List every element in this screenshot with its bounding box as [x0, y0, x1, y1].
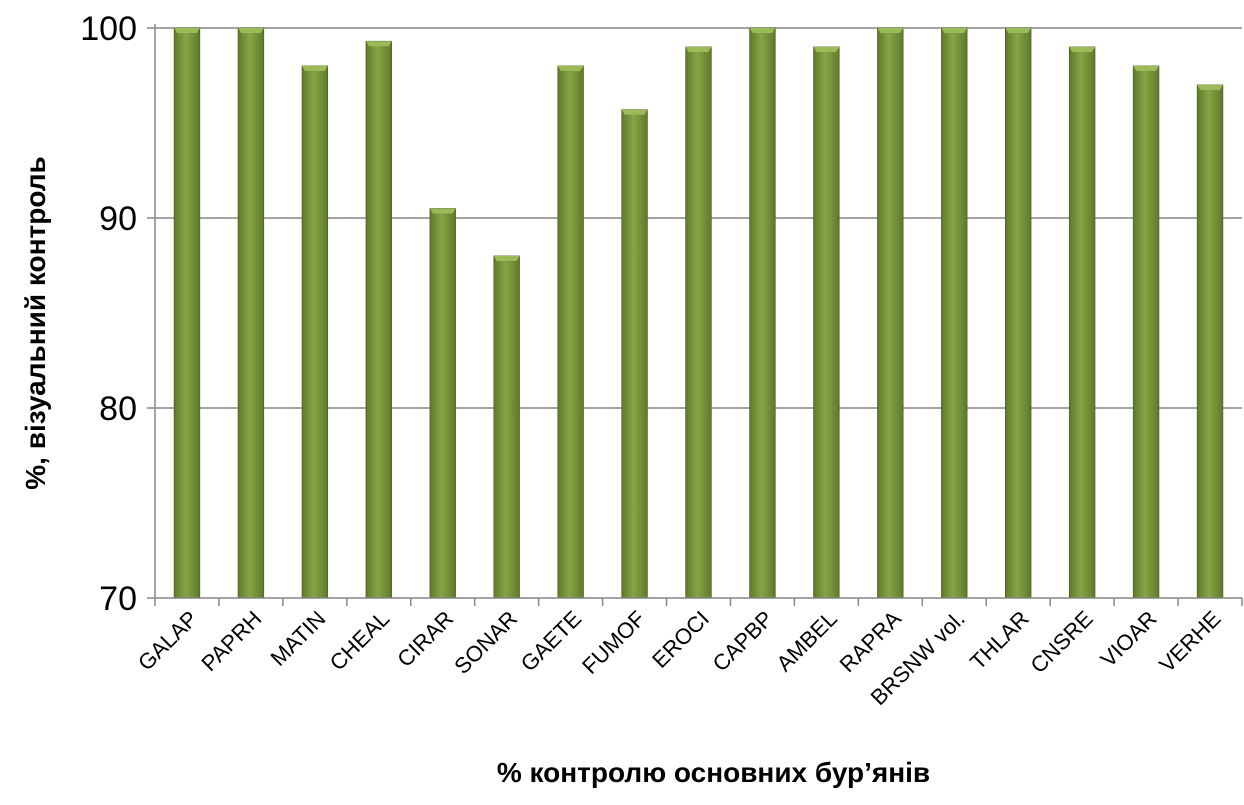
x-tick-label: CIRAR — [392, 606, 458, 672]
bar-eroci — [685, 46, 712, 599]
bar-body — [557, 65, 584, 599]
bar-fumof — [621, 109, 648, 599]
bar-cirar — [429, 208, 456, 599]
bar-body — [685, 46, 712, 599]
bar-top — [813, 47, 840, 52]
x-tick-label: SONAR — [449, 606, 522, 679]
bar-body — [237, 27, 265, 599]
x-tick-label: EROCI — [647, 606, 714, 673]
bar-body — [621, 109, 648, 599]
x-tick-label: GALAP — [133, 606, 203, 676]
y-tick-label: 70 — [99, 580, 137, 618]
bar-cnsre — [1068, 46, 1096, 599]
x-tick-label: GAETE — [516, 606, 586, 676]
bar-body — [941, 27, 968, 599]
bar-vioar — [1132, 65, 1160, 599]
bar-top — [238, 28, 264, 33]
y-tick-label: 90 — [99, 200, 137, 238]
y-tick-label: 80 — [99, 390, 137, 428]
x-tick-label: PAPRH — [196, 606, 266, 676]
bar-top — [941, 28, 968, 33]
bar-brsnw-vol- — [941, 27, 968, 599]
bar-body — [877, 27, 904, 599]
bar-body — [749, 27, 776, 599]
bar-top — [366, 41, 392, 47]
bar-gaete — [557, 65, 584, 599]
y-tick-label: 100 — [80, 10, 137, 48]
bar-top — [557, 66, 584, 71]
x-tick-label: CAPBP — [708, 606, 778, 676]
bar-body — [1068, 46, 1096, 599]
bar-cheal — [365, 40, 392, 599]
x-tick-label: VERHE — [1154, 606, 1225, 677]
bar-body — [173, 27, 201, 599]
bar-body — [493, 255, 520, 599]
bar-body — [429, 208, 456, 599]
bar-top — [493, 256, 520, 261]
bar-body — [365, 40, 392, 599]
bar-sonar — [493, 255, 520, 599]
bar-top — [877, 28, 904, 33]
bar-verhe — [1196, 84, 1224, 599]
bar-capbp — [749, 27, 776, 599]
bar-top — [429, 208, 456, 214]
x-tick-label: VIOAR — [1096, 606, 1162, 672]
bar-matin — [301, 65, 329, 599]
bar-body — [1132, 65, 1160, 599]
x-tick-label: CHEAL — [325, 606, 395, 676]
x-tick-label: AMBEL — [771, 606, 841, 676]
bar-top — [174, 28, 200, 33]
bar-rapra — [877, 27, 904, 599]
bar-top — [1133, 66, 1159, 71]
bar-thlar — [1005, 27, 1032, 599]
bar-ambel — [813, 46, 840, 599]
axes — [147, 24, 1243, 606]
bar-top — [1005, 28, 1031, 33]
bar-top — [1197, 85, 1223, 90]
bar-body — [813, 46, 840, 599]
x-tick-label: FUMOF — [577, 606, 650, 679]
bar-body — [1005, 27, 1032, 599]
bar-top — [621, 109, 648, 115]
bar-paprh — [237, 27, 265, 599]
bar-top — [1069, 47, 1095, 52]
x-tick-label: THLAR — [965, 606, 1034, 675]
x-tick-label: CNSRE — [1026, 606, 1098, 678]
bar-top — [302, 66, 328, 71]
y-tick-labels: 70 80 90 100 — [80, 10, 137, 618]
bar-top — [749, 28, 776, 33]
x-axis-title: % контролю основних бур’янів — [497, 757, 930, 788]
x-tick-label: MATIN — [265, 606, 330, 671]
y-axis-title: %, візуальний контроль — [20, 156, 51, 489]
bar-top — [685, 47, 712, 52]
bar-galap — [173, 27, 201, 599]
bars — [173, 27, 1224, 599]
bar-body — [301, 65, 329, 599]
bar-body — [1196, 84, 1224, 599]
